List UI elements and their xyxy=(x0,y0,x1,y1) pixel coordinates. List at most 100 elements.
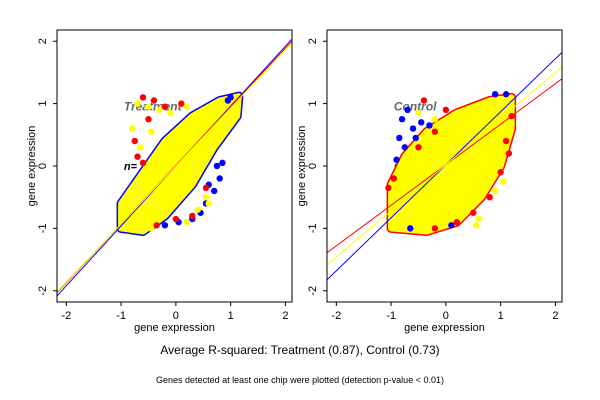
data-point xyxy=(409,125,417,132)
y-tick-label: -2 xyxy=(37,286,49,296)
data-point xyxy=(219,159,226,167)
y-tick-label: 0 xyxy=(37,163,49,169)
data-point xyxy=(404,106,411,114)
data-point xyxy=(497,169,504,176)
data-point xyxy=(418,119,425,126)
data-point xyxy=(178,100,185,107)
data-point xyxy=(211,187,218,195)
data-point xyxy=(431,116,439,123)
data-point xyxy=(153,222,160,229)
data-point xyxy=(134,100,141,107)
y-tick-label: 0 xyxy=(307,163,319,169)
data-point xyxy=(505,150,513,157)
data-point xyxy=(398,116,406,123)
data-point xyxy=(156,106,163,114)
data-point xyxy=(148,225,155,232)
x-tick-label: 1 xyxy=(228,310,234,322)
x-tick-label: -1 xyxy=(116,310,126,322)
y-tick-label: -1 xyxy=(37,223,49,233)
y-tick-label: 2 xyxy=(37,38,49,44)
data-point xyxy=(390,175,398,182)
data-point xyxy=(472,222,480,229)
data-point xyxy=(202,193,210,201)
x-tick-label: -1 xyxy=(386,310,396,322)
data-point xyxy=(396,134,403,142)
plot-area: Controln xyxy=(327,51,562,281)
data-point xyxy=(172,215,180,223)
data-point xyxy=(448,222,455,229)
data-point xyxy=(148,128,155,135)
data-point xyxy=(442,106,450,114)
data-point xyxy=(470,209,477,216)
fit-line xyxy=(57,42,292,293)
data-point xyxy=(139,94,147,101)
data-point xyxy=(500,178,507,185)
data-point xyxy=(213,162,221,170)
y-axis-label: gene expression xyxy=(296,126,308,207)
data-point xyxy=(491,91,499,98)
data-point xyxy=(145,116,152,123)
data-point xyxy=(415,109,422,117)
data-point xyxy=(224,97,232,104)
caption: Average R-squared: Treatment (0.87), Con… xyxy=(160,343,440,357)
n-label: n= xyxy=(124,161,138,173)
data-point xyxy=(139,159,147,167)
data-point xyxy=(128,125,136,132)
data-point xyxy=(194,206,201,213)
data-point xyxy=(134,153,141,160)
y-tick-label: 1 xyxy=(307,101,319,107)
data-point xyxy=(205,200,212,207)
x-tick-label: 0 xyxy=(443,310,449,322)
data-point xyxy=(390,206,398,213)
data-point xyxy=(502,91,510,98)
data-point xyxy=(167,109,174,117)
data-point xyxy=(401,144,408,151)
panel-2: Controln -2 -1 0 1 2 -2 -1 0 1 2 gene expression gen… xyxy=(296,29,563,334)
data-point xyxy=(407,225,414,232)
data-point xyxy=(189,212,196,220)
data-point xyxy=(426,122,433,129)
data-point xyxy=(412,134,419,142)
panel-label: Control xyxy=(394,100,437,114)
data-point xyxy=(415,144,422,151)
data-point xyxy=(385,184,392,192)
data-point xyxy=(183,218,191,226)
data-point xyxy=(137,144,144,151)
data-point xyxy=(431,225,439,232)
data-point xyxy=(502,137,510,145)
y-tick-label: -2 xyxy=(307,286,319,296)
x-axis-label: gene expression xyxy=(404,322,485,334)
data-point xyxy=(183,103,191,110)
data-point xyxy=(491,187,499,195)
data-point xyxy=(150,97,158,104)
data-point xyxy=(161,222,169,229)
x-tick-label: -2 xyxy=(331,310,341,322)
data-point xyxy=(475,215,482,223)
data-point xyxy=(145,103,152,110)
data-point xyxy=(393,156,400,163)
data-point xyxy=(453,218,461,226)
x-tick-label: 2 xyxy=(282,310,288,322)
y-tick-label: 1 xyxy=(37,101,49,107)
x-axis-label: gene expression xyxy=(134,322,215,334)
x-tick-label: 1 xyxy=(498,310,504,322)
x-tick-label: 0 xyxy=(173,310,179,322)
data-point xyxy=(161,103,169,110)
data-point xyxy=(486,193,493,201)
x-tick-label: -2 xyxy=(61,310,71,322)
fit-line xyxy=(327,66,562,266)
data-point xyxy=(131,137,138,145)
x-tick-label: 2 xyxy=(552,310,558,322)
data-point xyxy=(202,184,210,192)
footnote: Genes detected at least one chip were pl… xyxy=(156,375,444,385)
data-point xyxy=(420,97,428,104)
y-tick-label: 2 xyxy=(307,38,319,44)
data-point xyxy=(431,128,439,135)
data-point xyxy=(216,175,223,182)
y-axis-label: gene expression xyxy=(26,126,38,207)
y-tick-label: -1 xyxy=(307,223,319,233)
